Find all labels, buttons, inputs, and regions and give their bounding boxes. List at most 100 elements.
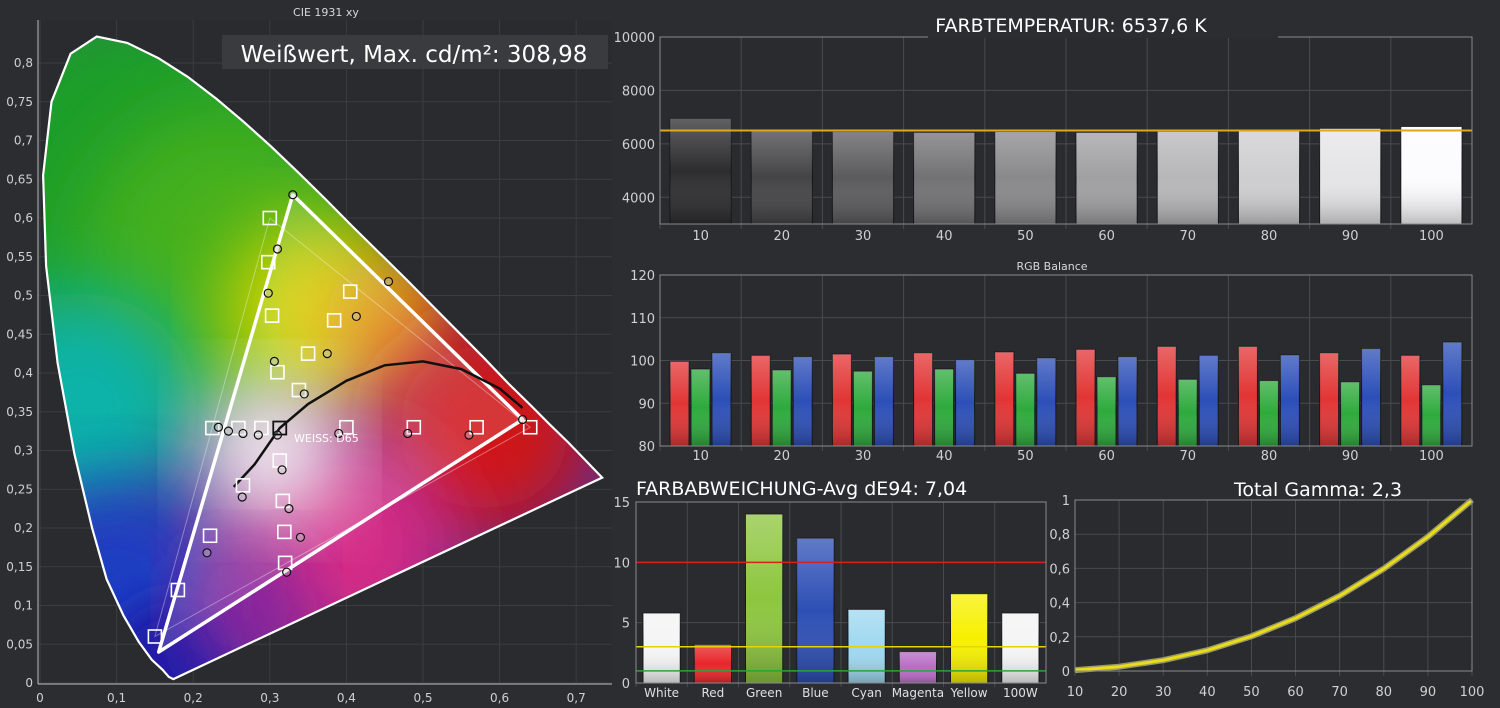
ct-bar-shade bbox=[913, 132, 975, 224]
ct-bar-shade bbox=[670, 118, 732, 224]
rgb-bar-shade bbox=[1178, 379, 1198, 446]
rgb-xtick: 70 bbox=[1180, 449, 1197, 464]
de-ytick: 0 bbox=[622, 677, 630, 692]
cie-target-square bbox=[170, 582, 186, 598]
de-bar-shade bbox=[643, 613, 681, 683]
rgb-xtick: 80 bbox=[1261, 449, 1278, 464]
gamma-ytick: 0,6 bbox=[1049, 562, 1070, 577]
cie-color-blob bbox=[43, 291, 199, 532]
cie-ytick: 0,8 bbox=[14, 56, 33, 70]
de-title: FARBABWEICHUNG-Avg dE94: 7,04 bbox=[636, 478, 967, 500]
ct-bar-shade bbox=[832, 131, 894, 224]
de-bar-shade bbox=[694, 644, 732, 683]
cie-xtick: 0,5 bbox=[413, 691, 432, 705]
cie-whitepoint-label: WEISS: D65 bbox=[294, 432, 359, 445]
cie-title: CIE 1931 xy bbox=[293, 6, 359, 19]
rgb-bar-shade bbox=[853, 371, 873, 446]
cie-target-square bbox=[326, 312, 342, 328]
gamma-ytick: 0,8 bbox=[1049, 528, 1070, 543]
de-xtick: Blue bbox=[802, 686, 829, 700]
ct-xtick: 50 bbox=[1017, 229, 1034, 244]
cie-markers bbox=[147, 190, 538, 654]
ct-bar-shade bbox=[1157, 131, 1219, 224]
rgb-bar-shade bbox=[1319, 352, 1339, 446]
cie-target-square bbox=[277, 524, 292, 540]
gamma-xtick: 80 bbox=[1376, 685, 1393, 700]
ct-ytick: 10000 bbox=[614, 31, 655, 46]
cie-measured-point bbox=[299, 389, 309, 399]
ct-chart: 4000 6000 8000 10000 10 20 30 40 50 60 70 80 90 100 bbox=[614, 31, 1473, 244]
cie-ytick: 0,3 bbox=[14, 444, 33, 458]
gamma-xtick: 100 bbox=[1460, 685, 1485, 700]
cie-target-square bbox=[406, 419, 422, 435]
gamma-ytick: 0,4 bbox=[1049, 597, 1070, 612]
rgb-bar-shade bbox=[1442, 342, 1462, 446]
cie-ytick: 0,45 bbox=[6, 327, 33, 341]
cie-target-square bbox=[339, 419, 354, 435]
ct-xtick: 30 bbox=[855, 229, 872, 244]
ct-xtick: 80 bbox=[1261, 229, 1278, 244]
cie-ytick: 0,05 bbox=[6, 637, 33, 651]
de-xtick: Yellow bbox=[950, 686, 988, 700]
cie-measured-point bbox=[223, 426, 234, 436]
rgb-bar-shade bbox=[1199, 355, 1219, 446]
rgb-frame bbox=[659, 274, 1473, 447]
rgb-bar-shade bbox=[1361, 348, 1381, 446]
cie-measured-point bbox=[238, 428, 248, 439]
cie-target-square bbox=[147, 629, 163, 644]
ct-title-box bbox=[928, 10, 1278, 38]
cie-target-square bbox=[260, 254, 276, 270]
de-ytick: 5 bbox=[622, 617, 630, 632]
rgb-bar-shade bbox=[1238, 346, 1258, 446]
ct-bar-shade bbox=[1319, 128, 1381, 224]
cie-xtick: 0,2 bbox=[184, 691, 203, 705]
rgb-bar-shade bbox=[934, 369, 954, 446]
cie-xtick: 0,4 bbox=[337, 691, 356, 705]
rgb-xtick: 20 bbox=[774, 449, 791, 464]
rgb-ytick: 80 bbox=[638, 440, 655, 455]
gamma-xtick: 60 bbox=[1287, 685, 1304, 700]
cie-planckian-locus bbox=[232, 360, 524, 488]
cie-target-square bbox=[262, 210, 278, 226]
cie-measured-point bbox=[272, 244, 283, 254]
de-xtick: Green bbox=[746, 686, 782, 700]
cie-spectral-locus bbox=[41, 35, 605, 681]
gamma-ytick: 0 bbox=[1062, 665, 1070, 680]
gamma-xtick: 30 bbox=[1155, 685, 1172, 700]
cie-measured-point bbox=[282, 567, 292, 577]
rgb-bar-shade bbox=[994, 351, 1014, 446]
gamma-frame bbox=[1074, 499, 1473, 672]
rgb-bar-shade bbox=[832, 354, 852, 446]
cie-target-square bbox=[270, 364, 285, 380]
cie-ytick: 0,65 bbox=[6, 172, 33, 186]
de-bar-shade bbox=[899, 651, 937, 683]
ct-ytick: 6000 bbox=[622, 138, 655, 153]
rgb-bar-shade bbox=[874, 356, 894, 446]
rgb-title: RGB Balance bbox=[1016, 260, 1087, 273]
cie-ytick: 0,15 bbox=[6, 560, 33, 574]
cie-ytick: 0,6 bbox=[14, 211, 33, 225]
rgb-bar-shade bbox=[772, 369, 792, 446]
cie-ytick: 0,4 bbox=[14, 366, 33, 380]
ct-bar-shade bbox=[751, 131, 813, 224]
rgb-chart: 80 90 100 110 120 10 20 30 40 50 60 70 80 90 100 bbox=[630, 269, 1473, 464]
cie-ytick: 0,35 bbox=[6, 405, 33, 419]
cie-ytick: 0,7 bbox=[14, 134, 33, 148]
ct-ytick: 8000 bbox=[622, 84, 655, 99]
cie-measured-point bbox=[383, 276, 394, 287]
cie-target-square bbox=[300, 346, 316, 361]
rgb-bar-shade bbox=[1036, 357, 1056, 446]
cie-ytick: 0,5 bbox=[14, 289, 33, 303]
ct-bar-shade bbox=[1076, 132, 1138, 224]
ct-xtick: 10 bbox=[692, 229, 709, 244]
rgb-xtick: 30 bbox=[855, 449, 872, 464]
cie-measured-point bbox=[213, 422, 224, 432]
ct-xtick: 20 bbox=[774, 229, 791, 244]
cie-ytick: 0,55 bbox=[6, 250, 33, 264]
rgb-bar-shade bbox=[913, 352, 933, 446]
cie-target-square bbox=[522, 419, 538, 435]
rgb-bar-shade bbox=[712, 352, 731, 446]
cie-target-square bbox=[235, 478, 251, 493]
rgb-bar-shade bbox=[691, 369, 710, 446]
ct-xtick: 90 bbox=[1342, 229, 1359, 244]
